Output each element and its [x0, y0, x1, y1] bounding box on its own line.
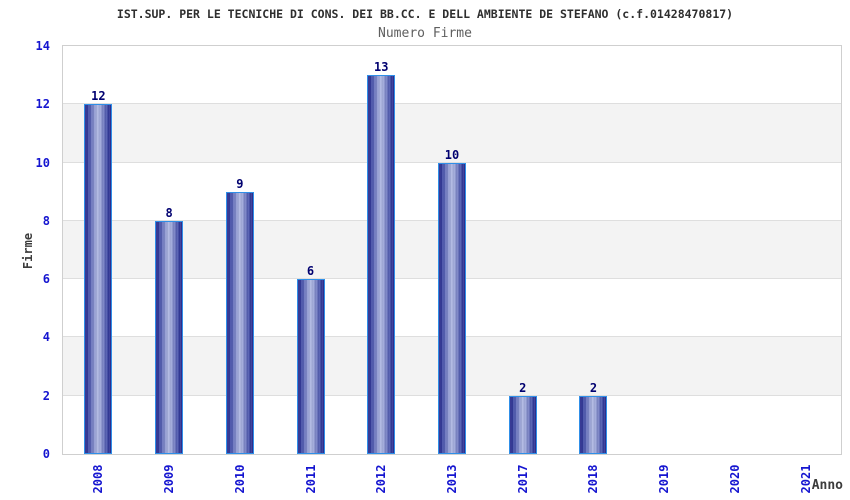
x-tick-label: 2019	[657, 464, 672, 494]
y-tick-label: 4	[42, 330, 50, 345]
y-tick-label: 10	[35, 155, 50, 170]
chart-subtitle: Numero Firme	[378, 26, 472, 41]
y-tick-label: 0	[42, 447, 50, 461]
bar	[367, 75, 396, 454]
bar-value-label: 6	[306, 264, 315, 279]
bar	[155, 220, 184, 454]
bar-value-label: 13	[374, 60, 389, 75]
x-tick-label: 2017	[515, 464, 530, 494]
gridline	[63, 161, 841, 163]
bar-value-label: 10	[444, 147, 460, 162]
bar	[438, 162, 466, 454]
bar	[296, 279, 325, 454]
x-tick-label: 2011	[303, 464, 318, 494]
y-tick-label: 12	[35, 97, 50, 112]
x-axis-title: Anno	[811, 478, 843, 493]
bar	[225, 191, 254, 454]
x-tick-label: 2018	[586, 464, 601, 494]
x-tick-label: 2009	[162, 464, 177, 494]
y-tick-label: 14	[35, 39, 50, 53]
y-axis-tick-labels: 0 2 4 6 8 10 12 14	[0, 0, 52, 500]
bar-value-label: 2	[589, 380, 598, 395]
bar	[579, 395, 608, 454]
y-tick-label: 6	[42, 272, 50, 287]
x-tick-label: 2012	[374, 464, 389, 494]
x-tick-label: 2008	[91, 464, 106, 494]
bar-value-label: 8	[165, 205, 173, 220]
bar-value-label: 9	[236, 176, 244, 191]
y-tick-label: 8	[42, 213, 50, 228]
grid-band	[63, 104, 841, 163]
bar	[84, 104, 113, 454]
plot-area: 12 8 9 6 13 10 2 2	[62, 45, 842, 455]
x-tick-label: 2020	[727, 464, 742, 494]
x-tick-label: 2021	[798, 464, 813, 494]
bar	[508, 395, 537, 454]
gridline	[63, 103, 841, 105]
x-tick-label: 2010	[232, 464, 247, 494]
bar-value-label: 12	[91, 89, 106, 104]
x-tick-label: 2013	[445, 464, 459, 494]
bar-value-label: 2	[519, 380, 527, 395]
chart-title: IST.SUP. PER LE TECNICHE DI CONS. DEI BB…	[116, 7, 734, 21]
y-tick-label: 2	[42, 388, 50, 403]
